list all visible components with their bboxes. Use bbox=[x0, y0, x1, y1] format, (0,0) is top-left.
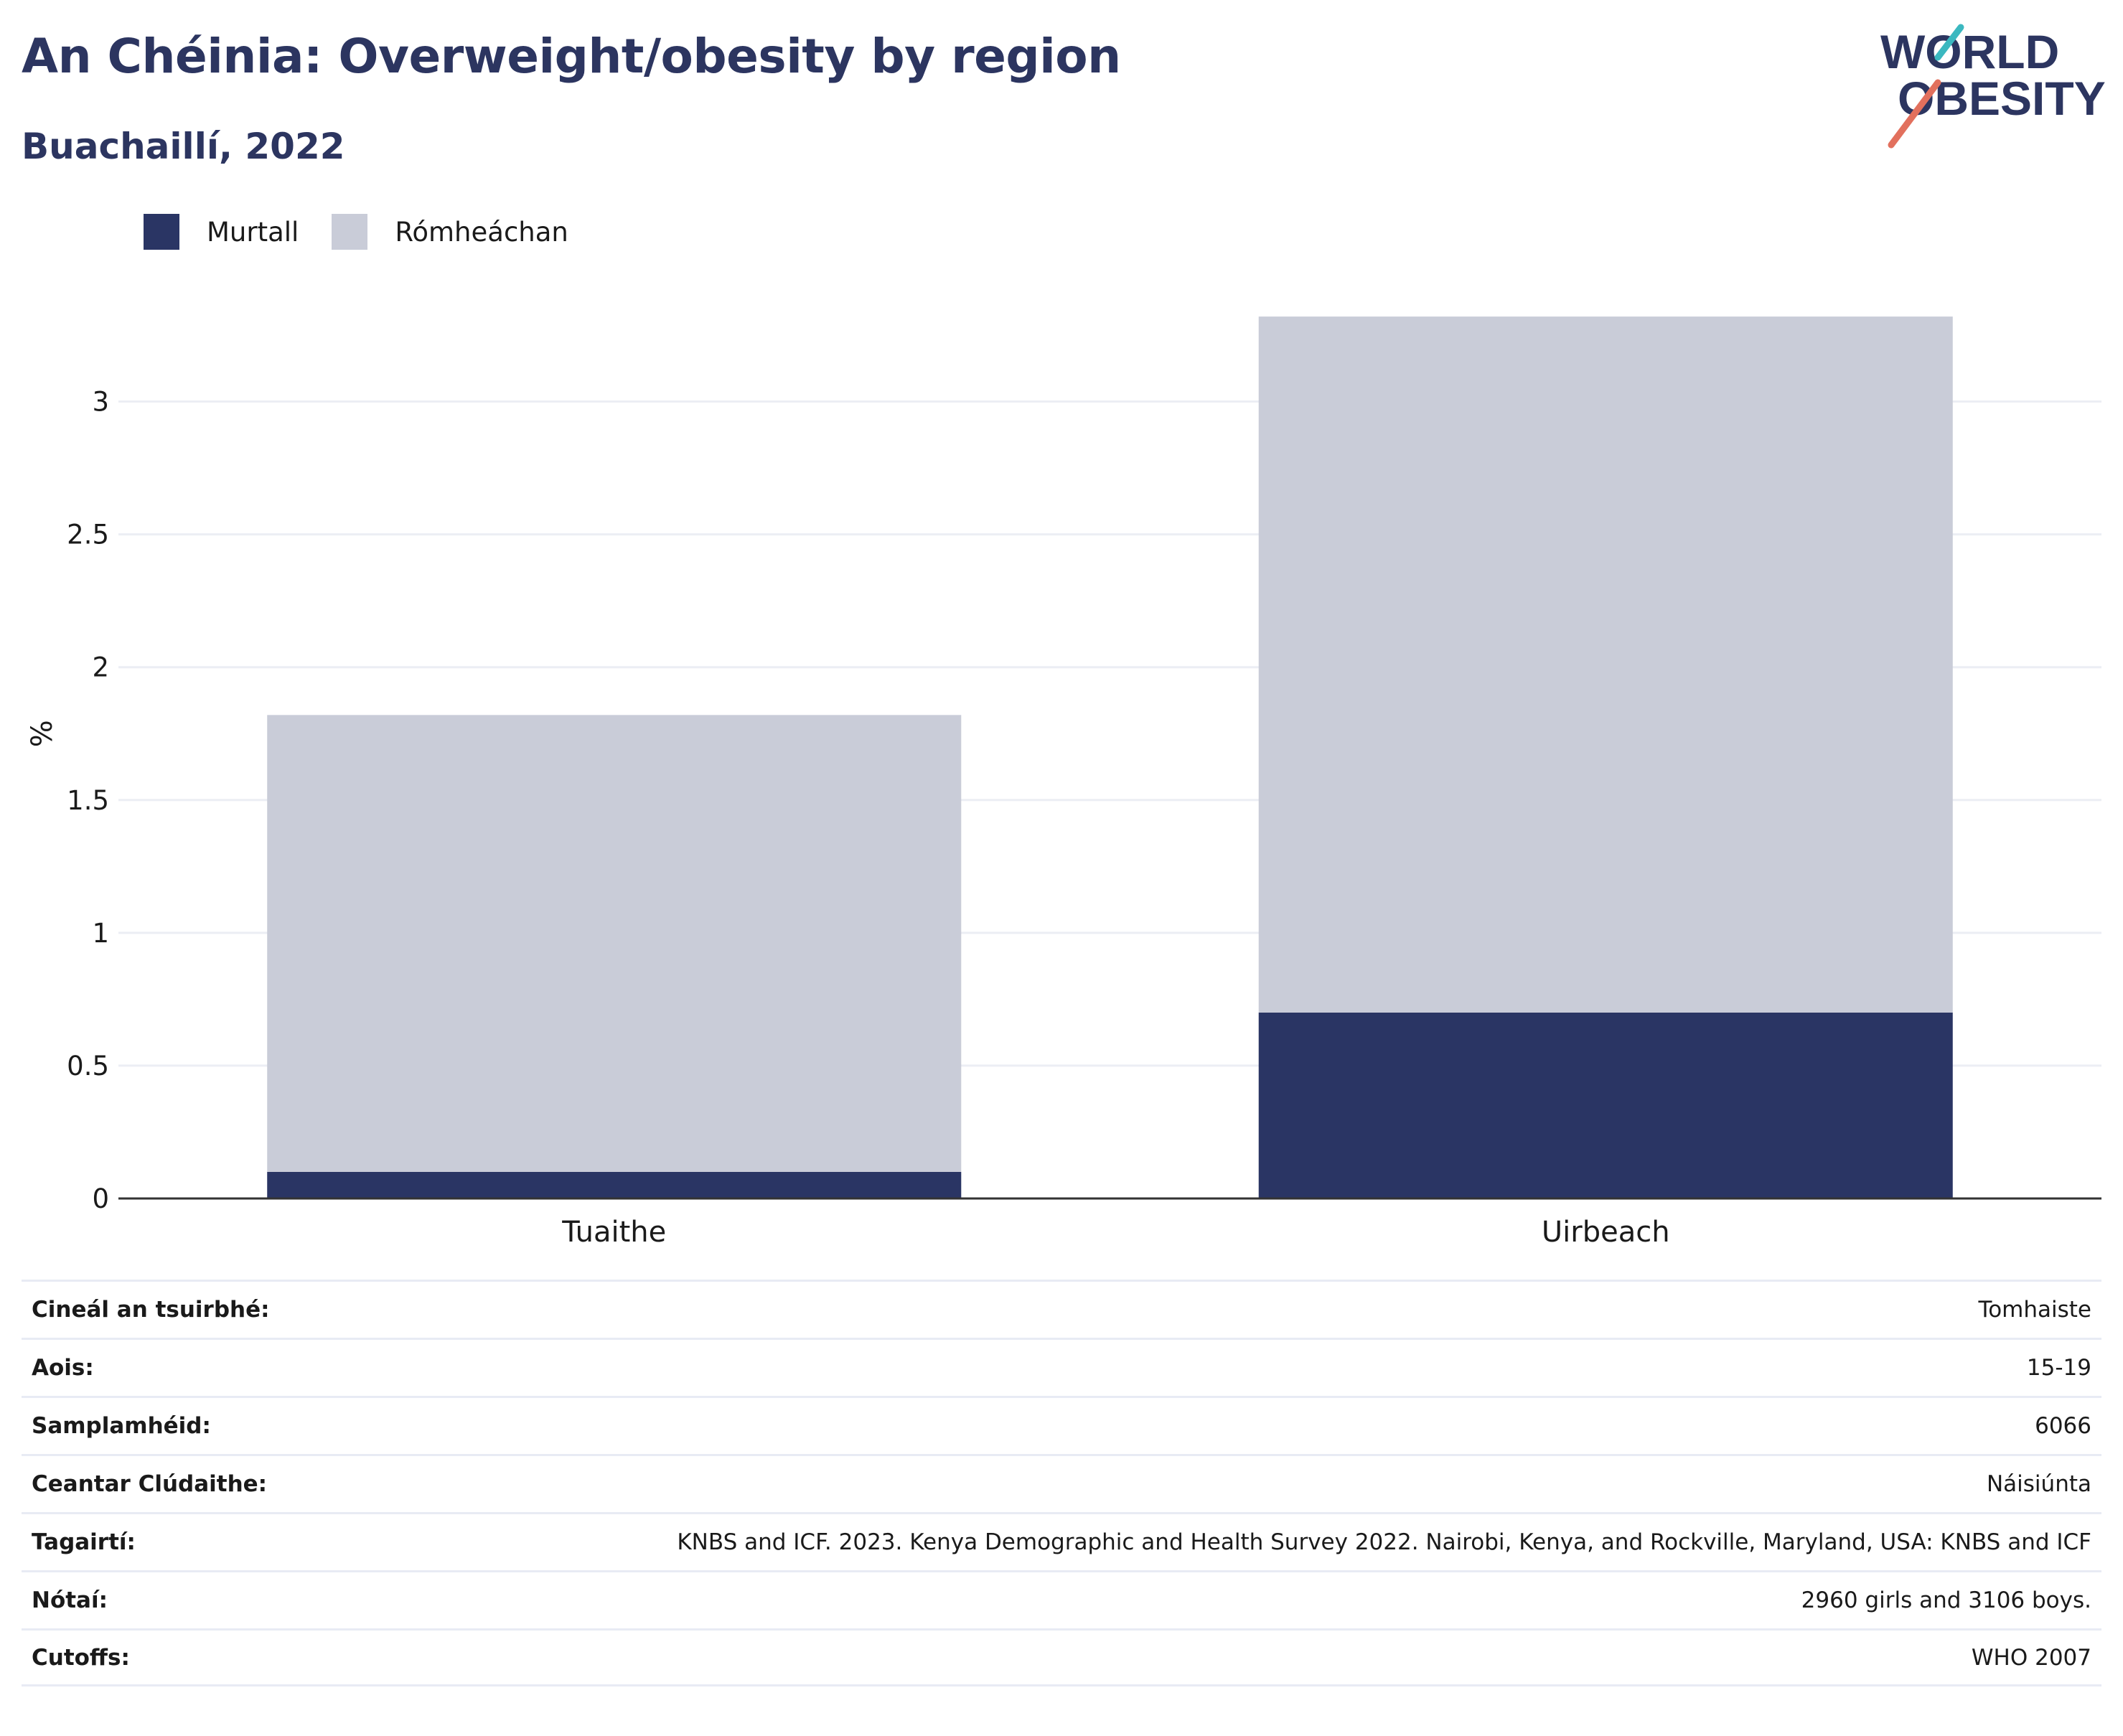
info-label: Aois: bbox=[32, 1355, 94, 1381]
info-value: 2960 girls and 3106 boys. bbox=[1801, 1587, 2091, 1613]
legend-label-overweight: Rómheáchan bbox=[395, 216, 568, 248]
bar-overweight bbox=[267, 715, 962, 1172]
info-row-sample-size: Samplamhéid: 6066 bbox=[22, 1396, 2101, 1454]
stacked-bar-chart: 0 0.5 1 1.5 2 2.5 3% Tuaithe Uirbeach bbox=[26, 316, 2101, 1249]
y-tick-label: 3 bbox=[92, 387, 109, 418]
y-tick-label: 2.5 bbox=[67, 520, 109, 550]
info-value: 15-19 bbox=[2026, 1355, 2091, 1381]
info-value: WHO 2007 bbox=[1971, 1644, 2091, 1671]
world-obesity-logo: WORLD OBESITY bbox=[1880, 24, 2106, 149]
y-tick-label: 2 bbox=[92, 652, 109, 683]
page-title: An Chéinia: Overweight/obesity by region bbox=[22, 29, 1121, 84]
y-tick-label: 1.5 bbox=[67, 785, 109, 816]
info-row-age: Aois: 15-19 bbox=[22, 1338, 2101, 1396]
survey-info-table: Cineál an tsuirbhé: Tomhaiste Aois: 15-1… bbox=[22, 1280, 2101, 1686]
info-row-references: Tagairtí: KNBS and ICF. 2023. Kenya Demo… bbox=[22, 1512, 2101, 1570]
legend-swatch-obese bbox=[144, 214, 179, 250]
y-axis-title: % bbox=[26, 720, 59, 747]
info-label: Tagairtí: bbox=[32, 1529, 136, 1555]
info-label: Ceantar Clúdaithe: bbox=[32, 1471, 268, 1497]
logo-text-obesity: OBESITY bbox=[1898, 72, 2106, 125]
info-row-cutoffs: Cutoffs: WHO 2007 bbox=[22, 1628, 2101, 1686]
info-label: Cutoffs: bbox=[32, 1644, 130, 1671]
info-value: KNBS and ICF. 2023. Kenya Demographic an… bbox=[677, 1529, 2091, 1555]
y-tick-label: 0.5 bbox=[67, 1051, 109, 1082]
info-label: Cineál an tsuirbhé: bbox=[32, 1297, 270, 1323]
x-tick-label: Uirbeach bbox=[1542, 1216, 1670, 1249]
chart-legend: Murtall Rómheáchan bbox=[144, 212, 601, 252]
bar-overweight bbox=[1258, 316, 1953, 1013]
bar-obese bbox=[1258, 1012, 1953, 1198]
legend-item-obese[interactable]: Murtall bbox=[144, 214, 299, 250]
y-tick-label: 1 bbox=[92, 918, 109, 949]
bar-obese bbox=[267, 1171, 962, 1198]
info-value: Náisiúnta bbox=[1986, 1471, 2091, 1497]
info-label: Samplamhéid: bbox=[32, 1413, 211, 1439]
legend-item-overweight[interactable]: Rómheáchan bbox=[332, 214, 568, 250]
page-subtitle: Buachaillí, 2022 bbox=[22, 126, 345, 167]
info-value: 6066 bbox=[2035, 1413, 2091, 1439]
x-tick-label: Tuaithe bbox=[561, 1216, 666, 1249]
legend-label-obese: Murtall bbox=[207, 216, 299, 248]
info-label: Nótaí: bbox=[32, 1587, 108, 1613]
y-tick-label: 0 bbox=[92, 1183, 109, 1214]
info-value: Tomhaiste bbox=[1978, 1297, 2091, 1323]
legend-swatch-overweight bbox=[332, 214, 368, 250]
logo-text-world: WORLD bbox=[1880, 25, 2059, 78]
info-row-notes: Nótaí: 2960 girls and 3106 boys. bbox=[22, 1570, 2101, 1628]
info-row-survey-type: Cineál an tsuirbhé: Tomhaiste bbox=[22, 1280, 2101, 1338]
info-row-area-covered: Ceantar Clúdaithe: Náisiúnta bbox=[22, 1454, 2101, 1512]
